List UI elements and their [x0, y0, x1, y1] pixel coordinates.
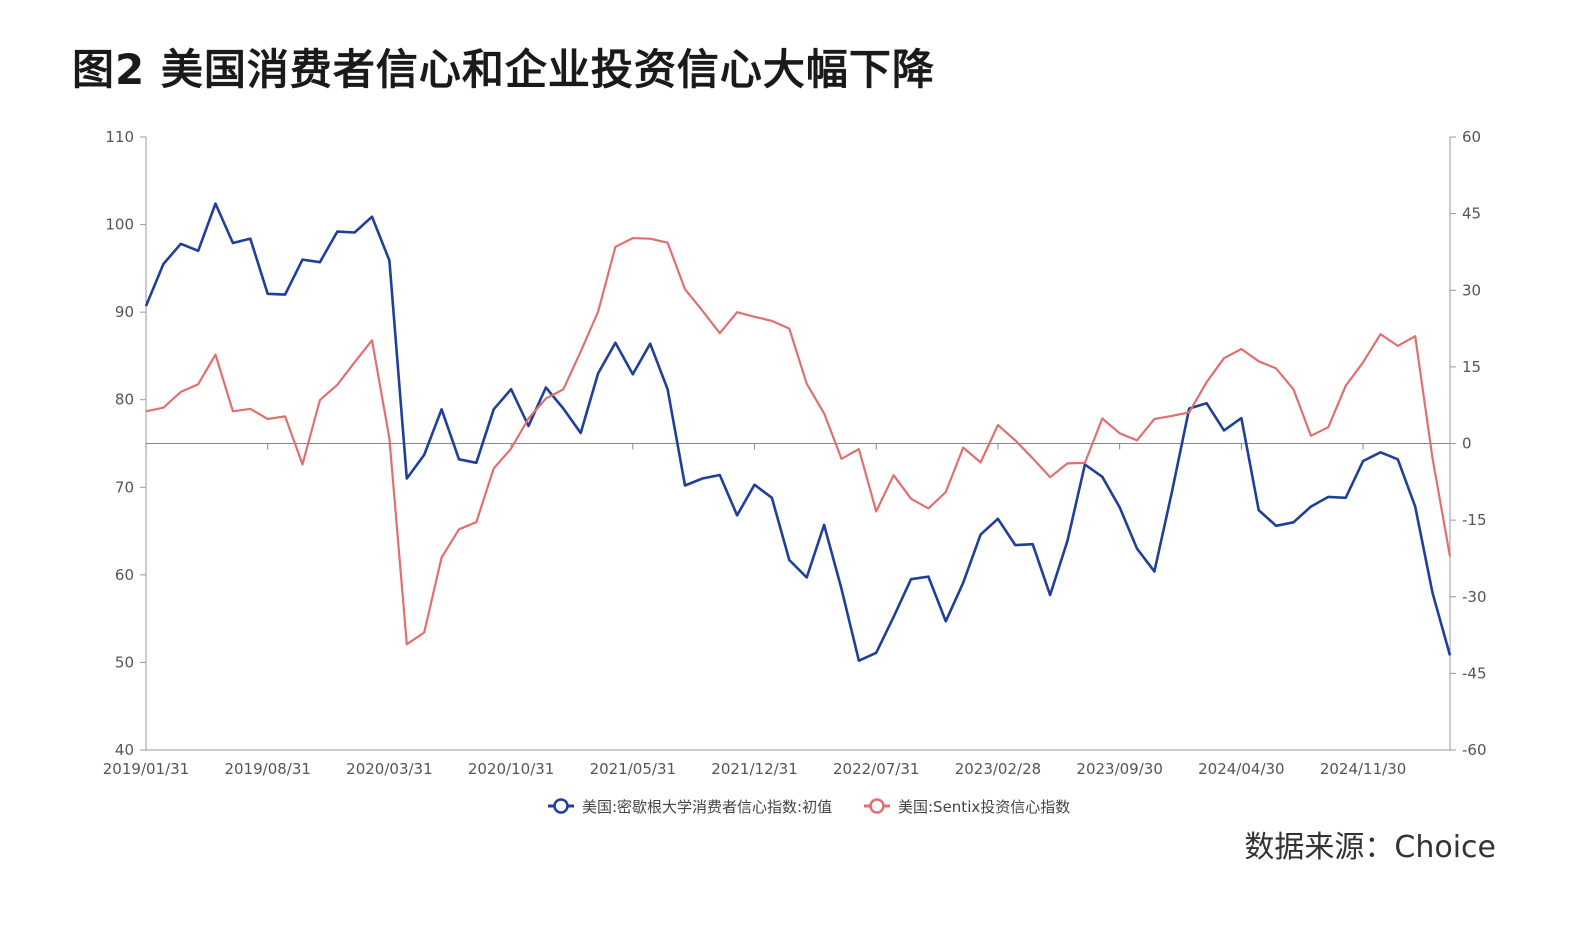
left-tick-label: 100 [105, 216, 134, 234]
left-tick-label: 50 [115, 653, 134, 671]
right-tick-label: 30 [1462, 281, 1481, 299]
x-tick-label: 2020/10/31 [468, 760, 554, 778]
x-tick-label: 2020/03/31 [346, 760, 432, 778]
x-tick-label: 2021/05/31 [590, 760, 676, 778]
chart-title: 图2 美国消费者信心和企业投资信心大幅下降 [72, 45, 935, 94]
x-tick-label: 2023/09/30 [1076, 760, 1162, 778]
left-tick-label: 60 [115, 566, 134, 584]
legend-label-sentix: 美国:Sentix投资信心指数 [898, 798, 1070, 816]
legend-marker-sentix [869, 798, 885, 814]
series-line-sentix [145, 237, 1452, 646]
x-tick-label: 2019/08/31 [224, 760, 310, 778]
x-tick-label: 2024/04/30 [1198, 760, 1284, 778]
right-tick-label: -30 [1462, 588, 1487, 606]
axes-group: 110 100 90 80 70 60 50 40 60 45 30 15 0 -15 -30 -45 -60 2… [103, 128, 1487, 778]
left-tick-label: 40 [115, 741, 134, 759]
left-tick-label: 70 [115, 478, 134, 496]
right-tick-label: 15 [1462, 358, 1481, 376]
legend-label-consumer: 美国:密歇根大学消费者信心指数:初值 [582, 798, 832, 816]
right-tick-label: 60 [1462, 128, 1481, 146]
left-tick-label: 80 [115, 391, 134, 409]
right-tick-label: -15 [1462, 511, 1487, 529]
right-tick-label: -45 [1462, 664, 1487, 682]
left-tick-label: 110 [105, 128, 134, 146]
series-line-consumer-confidence [144, 202, 1452, 663]
right-tick-label: 45 [1462, 205, 1481, 223]
x-tick-label: 2021/12/31 [711, 760, 797, 778]
right-tick-label: -60 [1462, 741, 1487, 759]
legend: 美国:密歇根大学消费者信心指数:初值 美国:Sentix投资信心指数 [548, 798, 1070, 816]
left-tick-label: 90 [115, 303, 134, 321]
x-tick-label: 2024/11/30 [1320, 760, 1406, 778]
x-tick-label: 2022/07/31 [833, 760, 919, 778]
legend-marker-consumer [553, 798, 569, 814]
x-tick-label: 2019/01/31 [103, 760, 189, 778]
series-lines [144, 202, 1452, 663]
right-tick-label: 0 [1462, 435, 1472, 453]
data-source: 数据来源：Choice [1244, 830, 1496, 865]
x-tick-label: 2023/02/28 [955, 760, 1041, 778]
